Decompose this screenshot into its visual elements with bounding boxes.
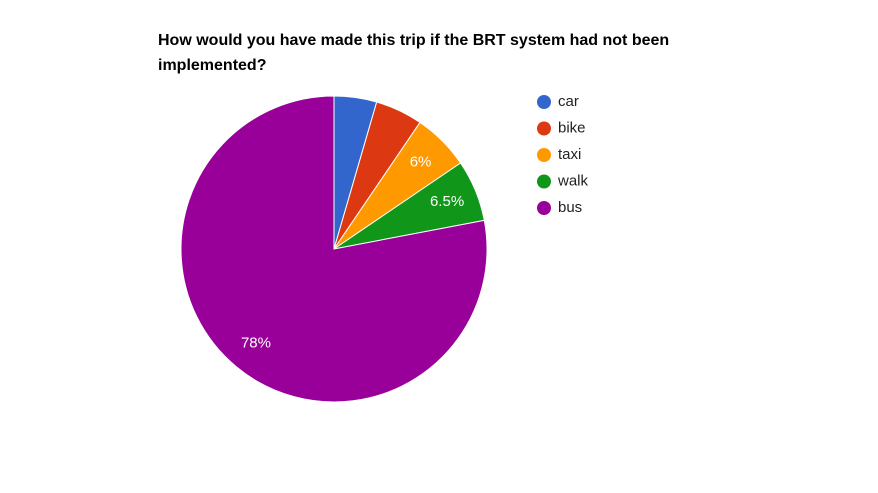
legend-label: bike [558, 119, 586, 136]
legend-marker [537, 95, 551, 109]
legend-label: taxi [558, 146, 581, 163]
chart-title: How would you have made this trip if the… [158, 32, 670, 74]
slice-label: 6.5% [430, 193, 464, 210]
legend-marker [537, 201, 551, 215]
legend-marker [537, 121, 551, 136]
legend-label: walk [557, 172, 589, 189]
pie-slice [180, 95, 488, 403]
slice-label: 78% [241, 334, 271, 351]
legend-marker [537, 148, 551, 162]
legend-marker [537, 174, 551, 189]
legend-label: bus [558, 199, 582, 216]
legend-label: car [558, 93, 579, 110]
slice-label: 6% [410, 153, 432, 170]
